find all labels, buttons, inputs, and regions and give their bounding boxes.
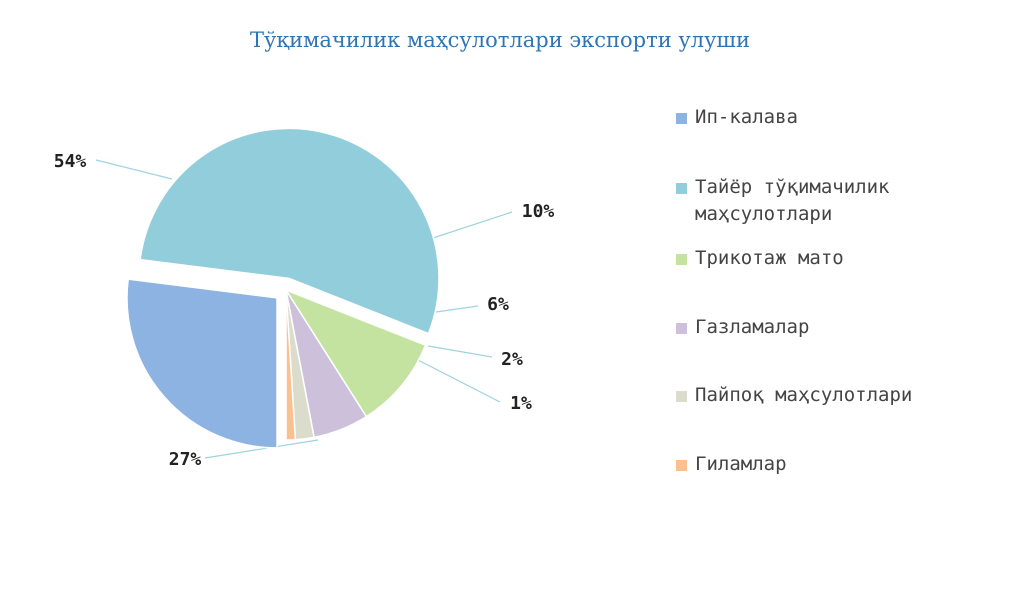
data-label: 27% [169, 449, 202, 470]
legend-label: Пайпоқ маҳсулотлари [695, 384, 913, 406]
legend-swatch [676, 391, 687, 402]
data-label: 2% [501, 349, 523, 370]
data-label: 1% [510, 393, 532, 414]
legend-item: Ип-калава [676, 104, 995, 131]
pie-slice [285, 289, 297, 441]
legend-label: Тайёр тўқимачилик маҳсулотлари [695, 176, 901, 225]
pie-slice [284, 288, 427, 418]
legend-item: Тайёр тўқимачилик маҳсулотлари [676, 174, 995, 228]
legend-item: Трикотаж мато [676, 245, 995, 272]
legend-item: Пайпоқ маҳсулотлари [676, 382, 995, 409]
legend-label: Гиламлар [695, 453, 787, 475]
legend-swatch [676, 323, 687, 334]
legend-swatch [676, 113, 687, 124]
leader-line [427, 345, 493, 358]
data-label: 6% [487, 294, 509, 315]
data-label: 10% [522, 201, 555, 222]
legend-swatch [676, 460, 687, 471]
legend-swatch [676, 183, 687, 194]
legend-item: Гиламлар [676, 451, 995, 478]
legend-swatch [676, 254, 687, 265]
data-label: 54% [54, 151, 87, 172]
leader-line [95, 159, 173, 180]
pie-slice [139, 127, 440, 335]
legend-item: Газламалар [676, 314, 995, 341]
leader-line [417, 359, 501, 403]
leader-line [432, 211, 513, 239]
leader-line [435, 305, 479, 313]
leader-line [204, 439, 319, 459]
pie-slice [126, 278, 278, 449]
chart-title: Тўқимачилик маҳсулотлари экспорти улуши [250, 28, 750, 52]
legend-label: Трикотаж мато [695, 247, 844, 269]
legend-label: Газламалар [695, 316, 810, 338]
legend-label: Ип-калава [695, 106, 798, 128]
